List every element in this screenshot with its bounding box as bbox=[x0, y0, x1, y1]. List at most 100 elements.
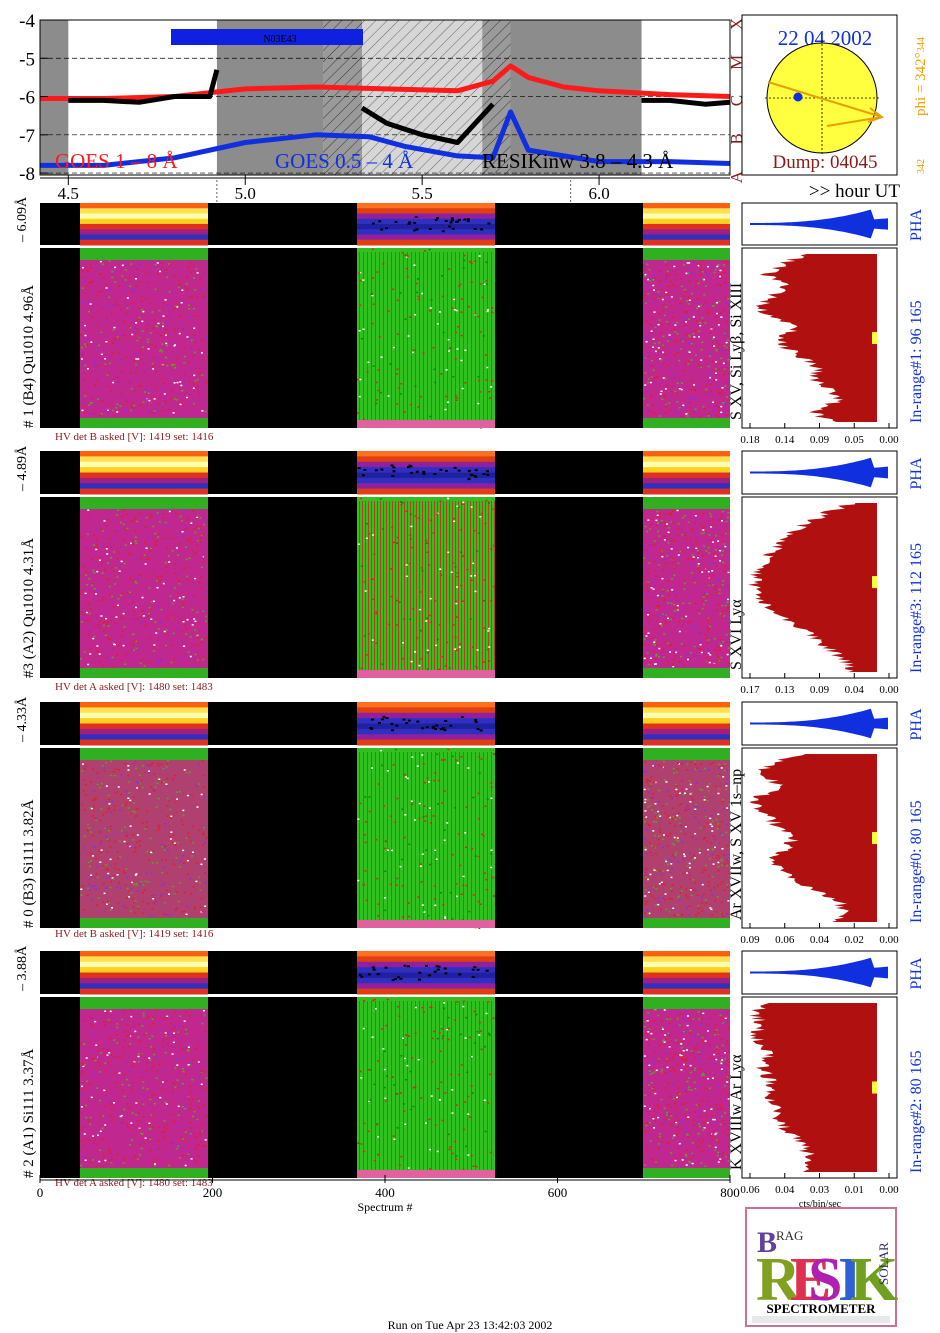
spectra-pixel bbox=[102, 1152, 105, 1155]
spectra-column bbox=[459, 252, 460, 424]
spectra-pixel bbox=[713, 562, 716, 564]
spectra-pixel bbox=[192, 334, 195, 336]
spectra-pixel bbox=[708, 309, 711, 312]
spectra-pixel bbox=[189, 1103, 192, 1106]
spectra-pixel bbox=[713, 552, 716, 554]
spectra-pixel bbox=[107, 1062, 110, 1064]
spectra-pixel bbox=[80, 1106, 83, 1108]
spectra-pixel bbox=[159, 658, 162, 660]
spectra-pixel bbox=[171, 397, 174, 399]
spectra-pixel bbox=[138, 574, 141, 577]
pha-band-2-4 bbox=[643, 472, 730, 479]
spectra-pixel bbox=[459, 283, 462, 286]
spectra-pixel bbox=[666, 549, 669, 551]
spectra-pixel bbox=[653, 663, 656, 665]
spectra-pixel bbox=[662, 513, 665, 516]
spectra-pixel bbox=[202, 1009, 205, 1012]
spectra-pixel bbox=[725, 1042, 728, 1044]
spectra-pixel bbox=[703, 767, 706, 770]
spectra-pixel bbox=[109, 886, 112, 889]
spectra-pixel bbox=[110, 1158, 113, 1161]
spectra-pixel bbox=[194, 551, 197, 554]
spectra-pixel bbox=[365, 654, 368, 656]
spectra-pixel bbox=[122, 1089, 125, 1092]
spectra-pixel bbox=[704, 301, 707, 304]
spectra-pixel bbox=[101, 1047, 104, 1049]
active-region-label: N03E43 bbox=[263, 34, 296, 45]
spectra-column bbox=[455, 501, 456, 674]
spectra-pixel bbox=[153, 266, 156, 268]
spectra-pixel bbox=[661, 398, 664, 401]
spectra-pixel bbox=[202, 533, 205, 536]
spectra-pixel bbox=[104, 1010, 107, 1013]
spectra-pixel bbox=[179, 403, 182, 406]
spectra-pixel bbox=[713, 379, 716, 382]
spectra-green-bottom-0 bbox=[80, 1168, 208, 1178]
spectra-column bbox=[435, 1001, 436, 1174]
spectra-pixel bbox=[665, 620, 668, 623]
spectra-pixel bbox=[85, 583, 88, 586]
spectra-pixel bbox=[661, 846, 664, 849]
spectra-pixel bbox=[651, 797, 654, 799]
spectra-pixel bbox=[200, 534, 203, 537]
spectra-pixel bbox=[408, 562, 411, 565]
spectra-pixel bbox=[692, 889, 695, 891]
spectra-pixel bbox=[81, 1072, 84, 1074]
pha-speck bbox=[399, 977, 403, 980]
spectra-block-0 bbox=[80, 748, 208, 928]
spectra-pixel bbox=[703, 795, 706, 798]
spectra-pixel bbox=[721, 800, 724, 803]
spectra-pixel bbox=[693, 1081, 696, 1084]
spectra-column bbox=[363, 752, 364, 924]
spectra-pixel bbox=[416, 278, 419, 280]
pha-speck bbox=[391, 729, 395, 732]
spectra-pixel bbox=[453, 298, 456, 301]
spectra-pixel bbox=[83, 651, 86, 653]
spectra-pixel bbox=[647, 278, 650, 281]
spectra-pixel bbox=[120, 774, 123, 776]
spectra-pixel bbox=[84, 765, 87, 768]
spectra-pixel bbox=[117, 868, 120, 871]
spectra-pixel bbox=[694, 514, 697, 517]
spectra-pixel bbox=[696, 1033, 699, 1036]
spectra-pixel bbox=[364, 796, 367, 798]
pha-band-1-7 bbox=[357, 739, 495, 746]
spectra-pixel bbox=[689, 336, 692, 338]
pha-band-2-0 bbox=[643, 451, 730, 457]
spectra-pixel bbox=[487, 1102, 490, 1104]
spectra-pixel bbox=[649, 783, 652, 785]
spectra-pixel bbox=[367, 1068, 370, 1071]
spectra-pixel bbox=[201, 564, 204, 567]
spectra-pixel bbox=[678, 660, 681, 663]
spectra-pixel bbox=[130, 409, 133, 412]
spectra-pixel bbox=[120, 1009, 123, 1011]
spectra-pixel bbox=[670, 305, 673, 308]
spectra-pixel bbox=[149, 1059, 152, 1061]
spectra-pixel bbox=[700, 532, 703, 535]
spectra-pixel bbox=[135, 647, 138, 650]
spectra-pixel bbox=[666, 1058, 669, 1060]
spectra-pixel bbox=[718, 592, 721, 595]
spectra-pixel bbox=[711, 1114, 714, 1117]
spectra-pixel bbox=[454, 394, 457, 397]
spectra-pixel bbox=[405, 267, 408, 270]
spectra-pixel bbox=[650, 365, 653, 367]
spectra-pixel bbox=[722, 776, 725, 778]
spectra-pixel bbox=[672, 767, 675, 770]
legend-goes-short: GOES 0.5 – 4 Å bbox=[275, 149, 414, 173]
spectra-pixel bbox=[144, 1046, 147, 1049]
spectra-pixel bbox=[725, 1011, 728, 1014]
spectra-pixel bbox=[673, 509, 676, 512]
spectra-pixel bbox=[668, 898, 671, 900]
spectra-pixel bbox=[663, 633, 666, 635]
spectra-pixel bbox=[162, 582, 165, 585]
spectra-pixel bbox=[98, 559, 101, 562]
spectra-pixel bbox=[726, 516, 729, 519]
spectra-pixel bbox=[153, 412, 156, 414]
spectra-pixel bbox=[164, 332, 167, 335]
spectra-pixel bbox=[466, 1071, 469, 1074]
spectra-pixel bbox=[663, 1120, 666, 1123]
spectra-pixel bbox=[154, 385, 157, 388]
spectra-pixel bbox=[156, 514, 159, 517]
spectra-pixel bbox=[110, 811, 113, 813]
